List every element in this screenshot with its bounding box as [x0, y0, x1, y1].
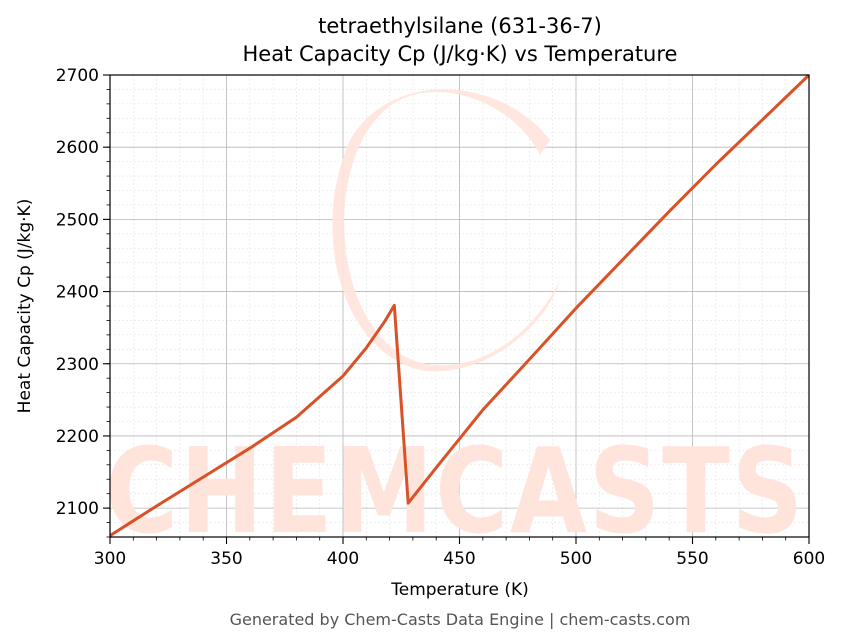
y-tick-label: 2400 [56, 283, 99, 303]
chart-subtitle: Heat Capacity Cp (J/kg·K) vs Temperature [243, 42, 678, 66]
x-tick-label: 300 [94, 549, 126, 569]
x-tick-label: 450 [443, 549, 475, 569]
y-tick-label: 2100 [56, 499, 99, 519]
x-tick-label: 350 [210, 549, 242, 569]
y-axis: 2100 2200 2300 2400 2500 2600 2700 [56, 66, 110, 538]
y-tick-label: 2500 [56, 210, 99, 230]
y-axis-label: Heat Capacity Cp (J/kg·K) [15, 199, 35, 414]
y-tick-label: 2700 [56, 66, 99, 86]
footer-credit: Generated by Chem-Casts Data Engine | ch… [230, 610, 691, 629]
plot-area: CHEMCASTS [105, 73, 811, 560]
y-tick-label: 2200 [56, 427, 99, 447]
x-tick-label: 600 [793, 549, 825, 569]
series-line-heat-capacity [109, 73, 811, 537]
y-tick-label: 2600 [56, 138, 99, 158]
x-axis: 300 350 400 450 500 550 600 [94, 537, 825, 569]
x-tick-label: 500 [560, 549, 592, 569]
x-tick-label: 550 [676, 549, 708, 569]
y-tick-label: 2300 [56, 355, 99, 375]
chart-title: tetraethylsilane (631-36-7) [318, 14, 602, 38]
x-tick-label: 400 [327, 549, 359, 569]
x-axis-label: Temperature (K) [390, 580, 529, 600]
